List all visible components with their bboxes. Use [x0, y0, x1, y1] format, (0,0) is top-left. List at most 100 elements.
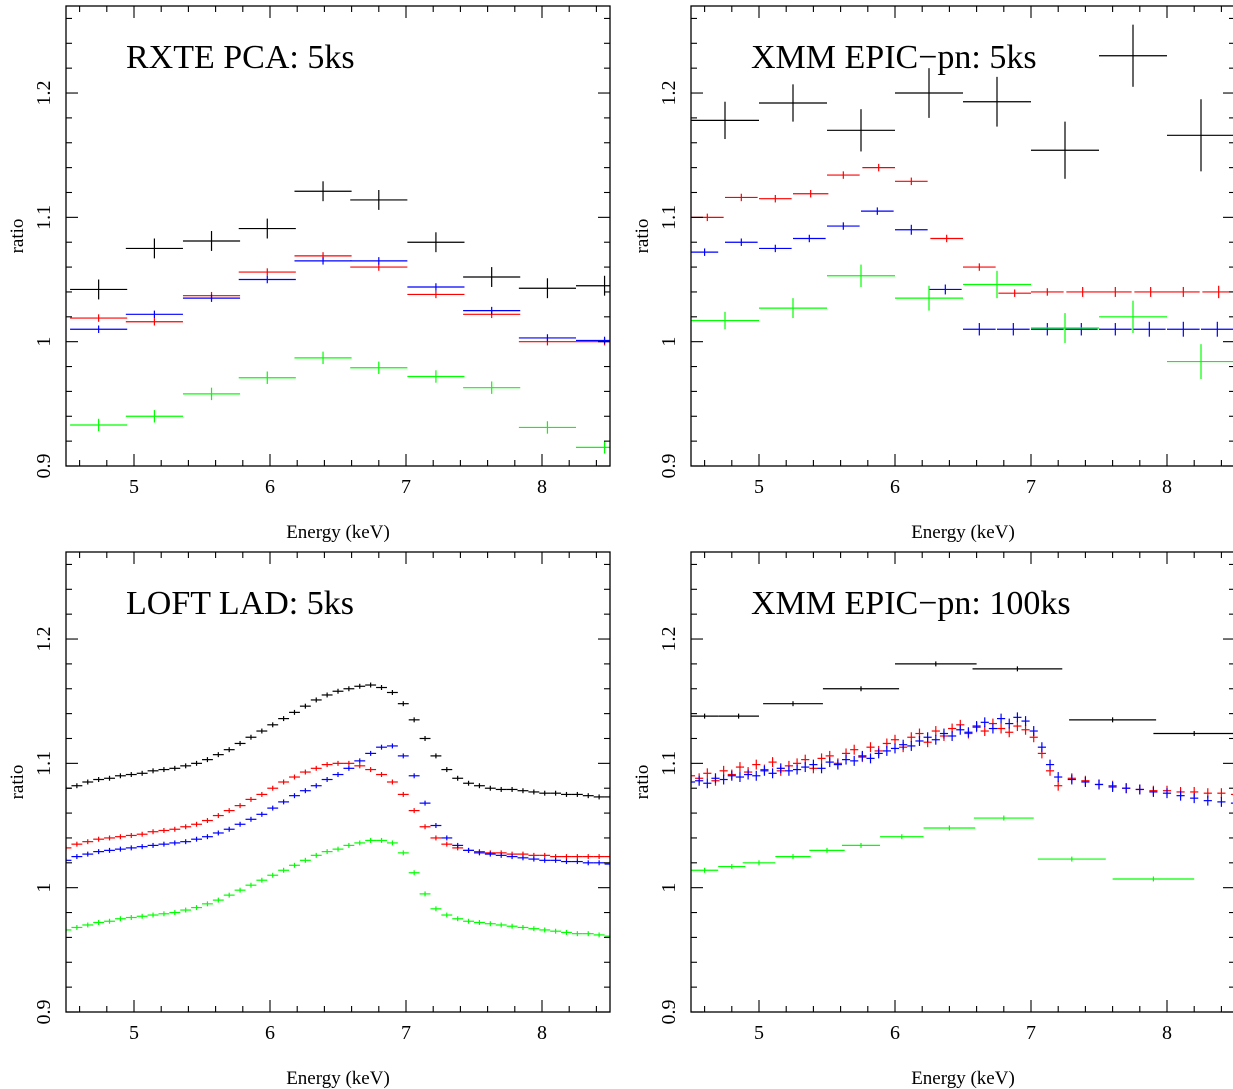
y-tick-label: 1.1	[658, 751, 680, 776]
data-point	[1190, 793, 1199, 804]
data-point	[1230, 793, 1233, 796]
data-point	[350, 190, 408, 210]
data-point	[463, 847, 474, 853]
data-point	[604, 794, 610, 800]
data-point	[1153, 731, 1233, 736]
data-point	[1167, 321, 1200, 337]
data-point	[70, 279, 128, 300]
data-point	[202, 818, 213, 824]
data-point	[343, 842, 355, 848]
data-point	[506, 786, 518, 792]
data-point	[180, 763, 192, 769]
x-tick-label: 7	[401, 1022, 411, 1044]
data-point	[576, 336, 610, 345]
x-tick-label: 7	[401, 476, 411, 498]
data-point	[182, 294, 241, 302]
series-3	[691, 207, 1233, 337]
data-point	[182, 387, 241, 401]
data-point	[1066, 286, 1099, 297]
plot-area	[70, 181, 610, 454]
data-point	[593, 854, 605, 860]
data-point	[310, 783, 322, 789]
data-point	[136, 831, 148, 837]
data-point	[963, 263, 996, 271]
data-point	[1081, 777, 1090, 787]
data-point	[793, 234, 826, 243]
data-point	[866, 753, 875, 764]
data-point	[998, 289, 1031, 297]
data-point	[1054, 780, 1063, 791]
data-point	[907, 740, 916, 751]
data-point	[180, 824, 192, 830]
data-point	[202, 757, 213, 763]
data-point	[136, 770, 148, 776]
x-axis-label: Energy (keV)	[911, 1068, 1015, 1089]
plot-frame	[65, 551, 611, 1013]
data-point	[408, 870, 420, 876]
data-point	[539, 790, 551, 796]
data-point	[604, 861, 610, 867]
data-point	[593, 860, 605, 866]
data-point	[1203, 795, 1212, 806]
x-tick-label: 6	[265, 1022, 275, 1044]
data-point	[929, 284, 962, 295]
data-point	[691, 713, 719, 719]
data-point	[776, 763, 785, 774]
data-point	[256, 728, 268, 734]
data-point	[1099, 300, 1167, 333]
data-point	[70, 418, 128, 432]
x-tick-label: 5	[129, 1022, 139, 1044]
data-point	[158, 841, 170, 847]
data-point	[561, 791, 572, 797]
data-point	[861, 207, 894, 215]
data-point	[1201, 321, 1233, 337]
data-point	[1112, 876, 1195, 882]
data-point	[71, 783, 83, 789]
data-point	[931, 726, 940, 736]
data-point	[1005, 718, 1014, 729]
data-point	[245, 882, 257, 888]
data-point	[278, 716, 290, 722]
y-tick-label: 1	[658, 883, 680, 893]
series-3	[691, 712, 1233, 807]
data-point	[850, 755, 859, 766]
data-point	[104, 775, 115, 781]
data-point	[1005, 727, 1014, 738]
data-point	[136, 844, 148, 850]
data-point	[238, 218, 296, 239]
data-point	[299, 703, 311, 709]
data-point	[158, 911, 170, 917]
data-point	[71, 854, 83, 860]
y-axis: 0.9 1 1.1 1.2	[658, 17, 1233, 479]
data-point	[430, 835, 442, 841]
data-point	[278, 799, 290, 805]
data-point	[310, 765, 322, 771]
data-point	[484, 785, 496, 791]
data-point	[191, 760, 202, 766]
data-point	[294, 181, 352, 202]
data-point	[768, 768, 777, 779]
data-point	[332, 688, 344, 694]
data-point	[278, 779, 290, 785]
data-point	[528, 856, 540, 862]
data-point	[93, 777, 105, 782]
data-point	[158, 828, 170, 833]
data-point	[114, 846, 126, 852]
data-point	[452, 842, 464, 848]
data-point	[899, 739, 908, 750]
data-point	[321, 777, 333, 782]
data-point	[104, 918, 115, 924]
data-point	[1013, 712, 1022, 723]
data-point	[691, 777, 696, 787]
plot-frame	[65, 5, 611, 467]
data-point	[895, 224, 928, 235]
data-point	[463, 381, 521, 394]
data-point	[256, 791, 268, 797]
data-point	[267, 722, 279, 728]
data-point	[850, 744, 859, 755]
series-3	[70, 257, 610, 345]
x-axis-label: Energy (keV)	[911, 522, 1015, 543]
y-axis-label: ratio	[632, 765, 653, 800]
data-point	[202, 901, 213, 907]
x-tick-label: 6	[265, 476, 275, 498]
